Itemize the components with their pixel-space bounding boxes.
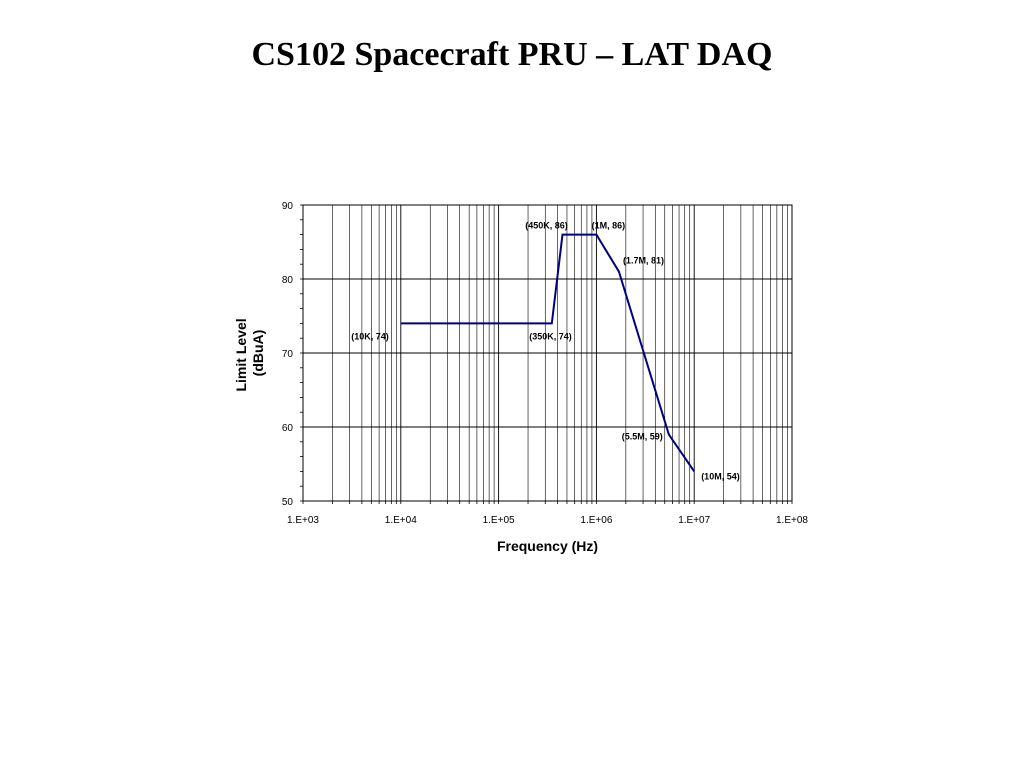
data-label: (1M, 86) — [592, 221, 626, 231]
data-label: (1.7M, 81) — [623, 256, 664, 266]
y-axis-title-line-2: (dBuA) — [250, 330, 266, 377]
x-axis-title: Frequency (Hz) — [497, 538, 598, 554]
series — [400, 233, 696, 472]
y-tick-label: 70 — [282, 349, 294, 360]
y-tick-label: 90 — [282, 201, 294, 212]
y-tick-label: 50 — [282, 497, 294, 508]
x-tick-label: 1.E+04 — [385, 515, 417, 526]
x-tick-label: 1.E+06 — [580, 515, 612, 526]
x-tick-label: 1.E+03 — [287, 515, 319, 526]
data-label: (5.5M, 59) — [622, 431, 663, 441]
axes: 50 60 70 80 90 1.E+03 1.E+04 1.E+05 1.E+06 1.E+07… — [282, 201, 809, 526]
slide-title: CS102 Spacecraft PRU – LAT DAQ — [251, 36, 773, 73]
data-labels: (10K, 74) (350K, 74) (450K, 86) (1M, 86) (1.… — [351, 221, 739, 482]
x-tick-label: 1.E+05 — [483, 515, 515, 526]
data-label: (10M, 54) — [701, 471, 740, 481]
grid — [302, 204, 792, 502]
limit-level-line — [400, 233, 696, 472]
y-tick-label: 60 — [282, 423, 294, 434]
x-tick-label: 1.E+08 — [776, 515, 808, 526]
data-label: (450K, 86) — [525, 221, 568, 231]
x-tick-label: 1.E+07 — [678, 515, 710, 526]
y-axis-title-line-1: Limit Level — [233, 318, 249, 391]
data-label: (350K, 74) — [529, 331, 572, 341]
data-label: (10K, 74) — [351, 331, 389, 341]
y-axis-title: Limit Level (dBuA) — [233, 314, 266, 391]
y-tick-label: 80 — [282, 275, 294, 286]
